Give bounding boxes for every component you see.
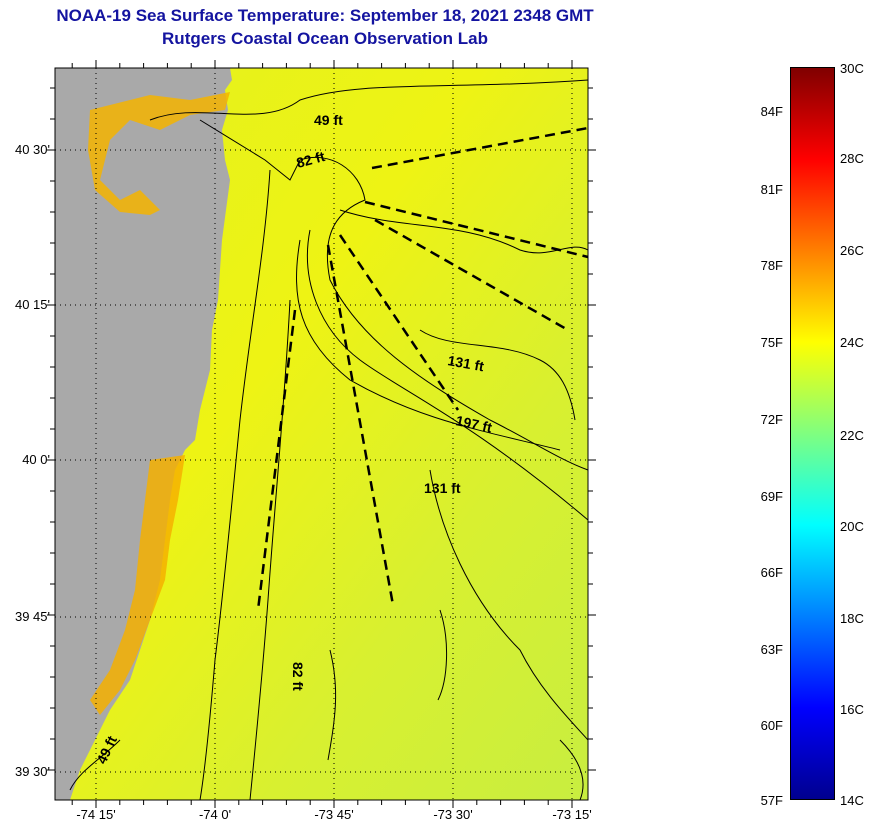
lon-label: -74 15'	[76, 807, 116, 822]
colorbar-c-label: 24C	[840, 335, 864, 350]
colorbar-c-label: 14C	[840, 793, 864, 808]
colorbar-f-label: 69F	[760, 489, 783, 504]
colorbar-c-label: 30C	[840, 61, 864, 76]
colorbar-f-label: 63F	[760, 642, 783, 657]
colorbar-c-label: 20C	[840, 519, 864, 534]
temperature-colorbar	[790, 67, 835, 800]
map-frame	[54, 67, 589, 801]
colorbar-c-label: 18C	[840, 611, 864, 626]
colorbar-f-label: 57F	[760, 793, 783, 808]
lon-label: -73 15'	[552, 807, 592, 822]
lat-label: 40 15'	[14, 297, 50, 312]
colorbar-f-label: 78F	[760, 258, 783, 273]
colorbar-c-label: 16C	[840, 702, 864, 717]
dashed-lines	[256, 126, 589, 611]
colorbar-f-label: 81F	[760, 182, 783, 197]
colorbar-f-label: 75F	[760, 335, 783, 350]
depth-label: 131 ft	[424, 480, 461, 496]
graticule	[55, 68, 588, 800]
lon-label: -73 30'	[433, 807, 473, 822]
colorbar-f-label: 84F	[760, 104, 783, 119]
map-subtitle: Rutgers Coastal Ocean Observation Lab	[162, 29, 488, 48]
depth-label: 82 ft	[290, 662, 306, 691]
axis-ticks	[47, 60, 596, 808]
depth-label: 197 ft	[454, 412, 493, 435]
warm-coastal-water	[88, 92, 230, 215]
colorbar-f-label: 72F	[760, 412, 783, 427]
lon-label: -74 0'	[198, 807, 232, 822]
warm-coastal-water	[90, 455, 185, 715]
depth-label: 131 ft	[446, 352, 485, 374]
lat-label: 40 0'	[22, 452, 50, 467]
land-new-jersey	[55, 68, 232, 800]
depth-label: 82 ft	[295, 148, 327, 171]
colorbar-f-label: 60F	[760, 718, 783, 733]
colorbar-c-label: 22C	[840, 428, 864, 443]
lat-label: 39 30'	[14, 764, 50, 779]
depth-label: 49 ft	[314, 112, 343, 128]
colorbar-c-label: 28C	[840, 151, 864, 166]
colorbar-f-label: 66F	[760, 565, 783, 580]
depth-contours	[69, 79, 589, 801]
lat-label: 39 45'	[14, 609, 50, 624]
lat-label: 40 30'	[14, 142, 50, 157]
lon-label: -73 45'	[314, 807, 354, 822]
map-title: NOAA-19 Sea Surface Temperature: Septemb…	[56, 6, 594, 25]
colorbar-c-label: 26C	[840, 243, 864, 258]
